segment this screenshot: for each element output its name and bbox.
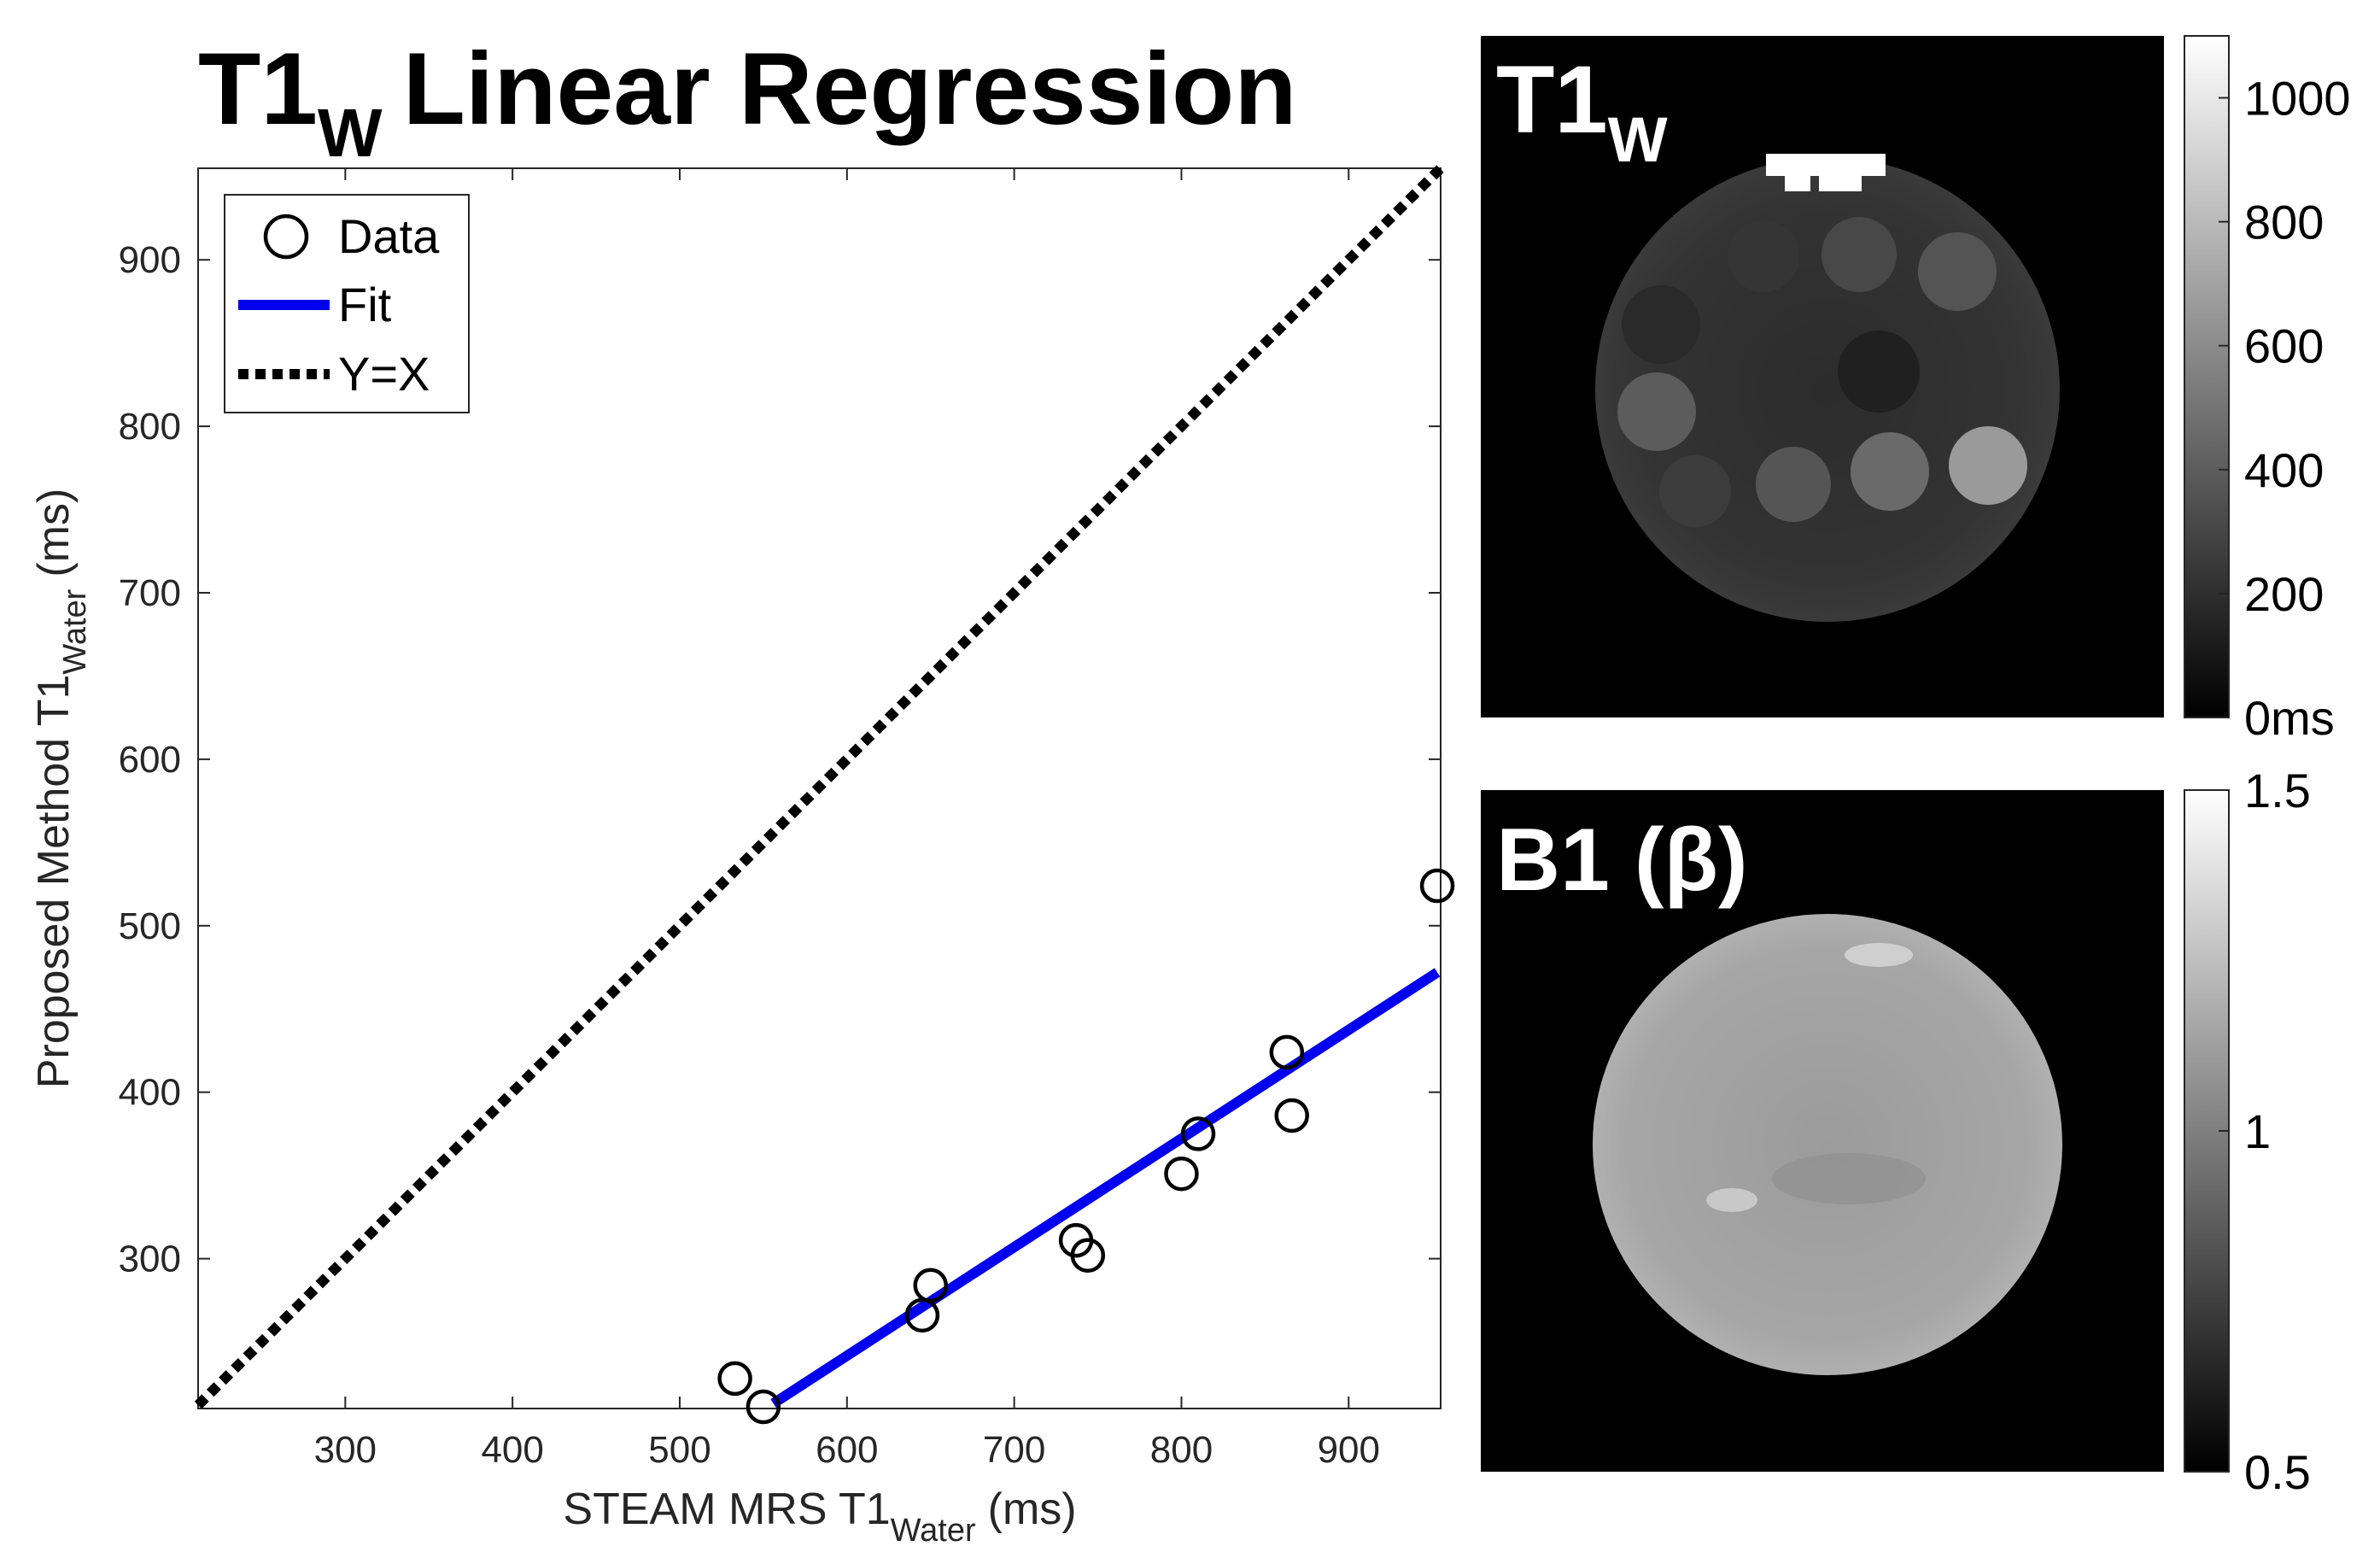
data-points bbox=[717, 868, 1455, 1425]
x-tick-label: 600 bbox=[816, 1429, 878, 1471]
colorbar-tick-label: 1000 bbox=[2244, 72, 2351, 126]
t1w-vial bbox=[1617, 372, 1696, 451]
colorbar-tick-label: 1 bbox=[2244, 1104, 2271, 1158]
x-tick-label: 700 bbox=[983, 1429, 1045, 1471]
main-title-rest: Linear Regression bbox=[403, 32, 1297, 146]
b1-panel-title: B1 (β) bbox=[1496, 811, 1748, 910]
t1w-vial bbox=[1949, 426, 2027, 505]
t1w-vial bbox=[1918, 232, 1997, 311]
legend: Data Fit Y=X bbox=[224, 194, 470, 413]
regression-plot: 300 400 500 600 700 800 900 300 400 500 600 700 800… bbox=[29, 164, 1455, 1549]
data-point bbox=[1164, 1156, 1199, 1192]
y-axis-label: Proposed Method T1Water (ms) bbox=[29, 489, 93, 1089]
y-axis-label-main: Proposed Method T1 bbox=[29, 675, 79, 1089]
t1w-bright-artifact bbox=[1819, 173, 1862, 191]
b1-bright-spot bbox=[1845, 943, 1913, 967]
t1w-bright-artifact bbox=[1766, 154, 1886, 176]
legend-label-fit: Fit bbox=[338, 278, 392, 331]
y-tick-label: 700 bbox=[119, 572, 181, 614]
t1w-vial bbox=[1822, 217, 1897, 292]
y-axis-label-unit: (ms) bbox=[29, 489, 79, 577]
colorbar-tick-label: 800 bbox=[2244, 196, 2324, 249]
t1w-panel-title-sub: W bbox=[1608, 104, 1668, 175]
t1w-vial bbox=[1838, 331, 1920, 413]
y-tick-label: 800 bbox=[119, 406, 181, 448]
x-axis-ticks: 300 400 500 600 700 800 900 bbox=[314, 168, 1380, 1471]
data-point bbox=[1274, 1098, 1309, 1133]
colorbar-tick-label: 400 bbox=[2244, 443, 2324, 497]
b1-phantom-image bbox=[1593, 914, 2062, 1375]
data-point bbox=[913, 1268, 948, 1303]
data-point bbox=[746, 1389, 781, 1425]
y-tick-label: 600 bbox=[119, 739, 181, 781]
t1w-vial bbox=[1756, 447, 1831, 522]
t1w-vial bbox=[1728, 220, 1799, 292]
t1w-colorbar-ticks: 0ms 200 400 600 800 1000 bbox=[2219, 72, 2351, 745]
x-tick-label: 400 bbox=[481, 1429, 543, 1471]
plot-lines bbox=[194, 164, 1445, 1409]
b1-dark-region bbox=[1772, 1153, 1926, 1204]
colorbar-tick-label: 0ms bbox=[2244, 691, 2335, 745]
legend-marker-data bbox=[263, 214, 309, 260]
t1w-map-panel: T1W 0ms 200 400 600 800 1000 bbox=[1481, 35, 2351, 745]
x-tick-label: 300 bbox=[314, 1429, 377, 1471]
colorbar-tick-label: 0.5 bbox=[2244, 1445, 2311, 1499]
b1-bright-spot bbox=[1706, 1188, 1757, 1212]
b1-map-panel: B1 (β) 0.5 1 1.5 bbox=[1481, 764, 2311, 1499]
x-axis-label-main: STEAM MRS T1 bbox=[563, 1485, 890, 1534]
x-tick-label: 500 bbox=[648, 1429, 710, 1471]
t1w-vial bbox=[1622, 285, 1700, 364]
colorbar-tick-label: 200 bbox=[2244, 567, 2324, 621]
colorbar-tick-label: 600 bbox=[2244, 319, 2324, 373]
colorbar-tick-label: 1.5 bbox=[2244, 764, 2311, 817]
x-axis-label-unit: (ms) bbox=[988, 1485, 1077, 1534]
b1-phantom-disc bbox=[1593, 914, 2062, 1375]
y-axis-ticks: 300 400 500 600 700 800 900 bbox=[119, 239, 1441, 1280]
t1w-bright-artifact bbox=[1785, 173, 1810, 191]
y-tick-label: 300 bbox=[119, 1239, 181, 1280]
y-tick-label: 900 bbox=[119, 239, 181, 281]
data-point bbox=[717, 1361, 752, 1397]
data-point bbox=[1419, 868, 1455, 904]
t1w-phantom-image bbox=[1595, 154, 2060, 622]
x-axis-label: STEAM MRS T1Water (ms) bbox=[563, 1485, 1076, 1549]
data-point bbox=[1269, 1034, 1305, 1070]
y-tick-label: 500 bbox=[119, 905, 181, 947]
data-point bbox=[1070, 1238, 1106, 1273]
b1-colorbar-ticks: 0.5 1 1.5 bbox=[2219, 764, 2311, 1499]
y-tick-label: 400 bbox=[119, 1072, 181, 1114]
t1w-panel-title: T1W bbox=[1496, 46, 1668, 175]
legend-label-data: Data bbox=[338, 209, 440, 263]
data-point bbox=[1180, 1116, 1216, 1151]
x-tick-label: 800 bbox=[1150, 1429, 1213, 1471]
x-tick-label: 900 bbox=[1318, 1429, 1380, 1471]
y-axis-label-sub: Water bbox=[57, 589, 93, 674]
t1w-panel-title-main: T1 bbox=[1496, 46, 1608, 153]
main-title-subscript: W bbox=[318, 95, 383, 171]
fit-line bbox=[770, 968, 1441, 1409]
legend-label-yx: Y=X bbox=[338, 347, 430, 401]
t1w-vial bbox=[1659, 455, 1731, 527]
main-title-t1: T1 bbox=[198, 32, 318, 146]
t1w-colorbar bbox=[2184, 35, 2230, 718]
t1w-vial bbox=[1851, 432, 1929, 511]
x-axis-label-sub: Water bbox=[891, 1513, 976, 1549]
main-title: T1W Linear Regression bbox=[198, 32, 1297, 171]
identity-line bbox=[194, 164, 1445, 1409]
